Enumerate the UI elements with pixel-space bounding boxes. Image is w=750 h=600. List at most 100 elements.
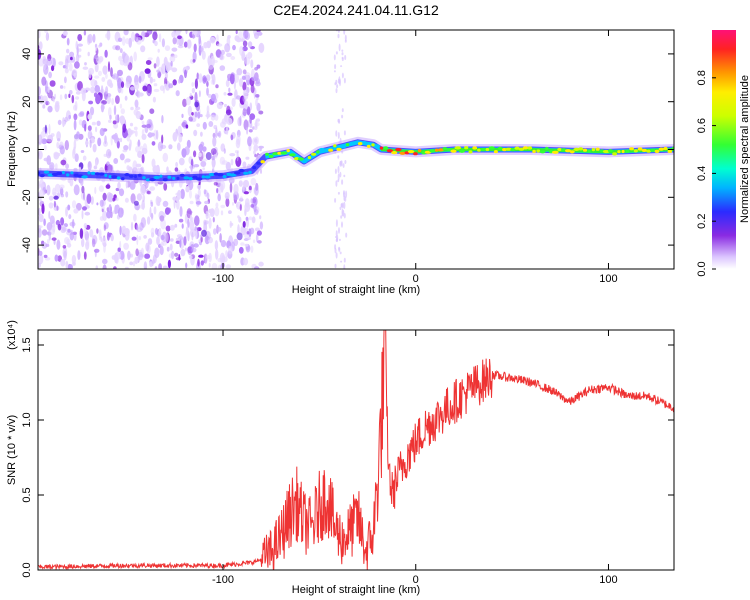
- spectrogram-noise-speckle: [248, 228, 252, 238]
- spectrogram-noise-speckle: [50, 227, 56, 235]
- spectrogram-noise-speckle: [168, 144, 173, 150]
- spectrogram-faint-speckle: [344, 55, 347, 60]
- spectrogram-noise-speckle: [92, 143, 97, 153]
- spectrogram-noise-speckle: [182, 98, 187, 108]
- spectrogram-noise-speckle: [73, 104, 77, 111]
- signal-track-blob: [539, 150, 546, 154]
- spectrogram-noise-speckle: [174, 167, 179, 172]
- spectrogram-noise-speckle: [38, 225, 43, 229]
- spectrogram-noise-speckle: [86, 193, 92, 204]
- spectrogram-noise-speckle: [64, 140, 70, 151]
- spectrogram-noise-speckle: [158, 263, 162, 269]
- spectrogram-faint-speckle: [337, 166, 340, 174]
- signal-track-blob: [128, 174, 134, 178]
- spectrogram-noise-speckle: [87, 125, 92, 132]
- signal-track-blob: [260, 160, 265, 164]
- spectrogram-noise-speckle: [252, 198, 257, 204]
- signal-track-blob: [379, 146, 384, 150]
- spectrogram-noise-speckle: [152, 96, 156, 103]
- spectrogram-noise-speckle: [78, 119, 83, 126]
- signal-track-blob: [142, 176, 146, 180]
- spectrogram-noise-speckle: [189, 200, 194, 205]
- spectrogram-noise-speckle: [200, 160, 207, 167]
- spectrogram-noise-speckle: [255, 77, 260, 85]
- spectrogram-noise-speckle: [242, 40, 248, 47]
- spectrogram-noise-speckle: [219, 53, 224, 60]
- snr-background: [38, 330, 674, 570]
- spectrogram-noise-speckle: [84, 62, 87, 66]
- signal-track-blob: [39, 174, 45, 178]
- spectrogram-noise-speckle: [56, 205, 59, 211]
- spectrogram-noise-speckle: [243, 30, 249, 40]
- spectrogram-noise-speckle: [70, 56, 73, 61]
- spectrogram-noise-speckle: [88, 100, 94, 105]
- spectrogram-noise-speckle: [59, 187, 64, 196]
- spectrogram-noise-speckle: [73, 119, 77, 131]
- spectrogram-noise-speckle: [89, 106, 95, 116]
- spectrogram-noise-speckle: [159, 215, 165, 222]
- spectrogram-noise-speckle: [220, 183, 224, 193]
- signal-track-blob: [658, 147, 664, 151]
- spectrogram-noise-speckle: [142, 85, 148, 92]
- spectrogram-noise-speckle: [98, 56, 104, 63]
- signal-track-blob: [311, 152, 317, 156]
- signal-track-blob: [248, 170, 252, 174]
- signal-track-blob: [637, 147, 643, 151]
- spectrogram-noise-speckle: [74, 153, 79, 163]
- signal-track-blob: [587, 149, 591, 153]
- spectrogram-noise-speckle: [141, 120, 145, 125]
- spectrogram-faint-speckle: [337, 78, 340, 84]
- spectrogram-noise-speckle: [250, 59, 254, 69]
- signal-track-blob: [395, 148, 402, 152]
- spectrogram-noise-speckle: [244, 233, 250, 239]
- spectrogram-noise-speckle: [94, 64, 99, 73]
- spectrogram-noise-speckle: [191, 217, 194, 223]
- spectrogram-faint-speckle: [339, 251, 342, 255]
- spectrogram-noise-speckle: [225, 126, 229, 135]
- spectrogram-noise-speckle: [94, 43, 98, 48]
- spectrogram-noise-speckle: [76, 131, 80, 139]
- spectrogram-faint-speckle: [333, 70, 336, 73]
- spectrogram-noise-speckle: [236, 232, 243, 241]
- signal-track-blob: [391, 151, 398, 155]
- spectrogram-noise-speckle: [220, 49, 225, 56]
- spectrogram-noise-speckle: [143, 235, 147, 239]
- spectrogram-noise-speckle: [141, 31, 146, 37]
- spectrogram-noise-speckle: [189, 190, 192, 199]
- spectrogram-noise-speckle: [77, 250, 81, 261]
- spectrogram-noise-speckle: [124, 159, 127, 164]
- spectrogram-noise-speckle: [51, 237, 57, 241]
- spectrogram-noise-speckle: [218, 130, 222, 138]
- spectrogram-noise-speckle: [229, 153, 236, 157]
- signal-track-blob: [633, 149, 638, 153]
- spectrogram-noise-speckle: [205, 152, 212, 160]
- signal-track-blob: [98, 172, 105, 176]
- spectrogram-noise-speckle: [156, 69, 160, 73]
- signal-track-blob: [493, 150, 498, 154]
- spectrogram-noise-speckle: [194, 193, 198, 201]
- spectrogram-faint-speckle: [337, 191, 340, 195]
- spectrogram-noise-speckle: [115, 45, 121, 51]
- spectrogram-faint-speckle: [334, 198, 337, 203]
- spectrogram-noise-speckle: [48, 195, 54, 201]
- signal-track-blob: [399, 151, 406, 155]
- signal-track-blob: [485, 147, 490, 152]
- signal-track-blob: [188, 177, 193, 181]
- signal-track-blob: [472, 146, 478, 150]
- signal-track-blob: [70, 171, 74, 175]
- spectrogram-noise-speckle: [216, 227, 222, 232]
- spectrogram-noise-speckle: [243, 238, 249, 241]
- spectrogram-noise-speckle: [62, 30, 68, 36]
- spectrogram-noise-speckle: [65, 163, 69, 169]
- spectrogram-noise-speckle: [232, 202, 234, 206]
- spectrogram-noise-speckle: [229, 237, 234, 243]
- spectrogram-noise-speckle: [151, 158, 156, 168]
- spectrogram-noise-speckle: [162, 200, 169, 207]
- spectrogram-noise-speckle: [225, 264, 232, 269]
- spectrogram-faint-speckle: [334, 64, 337, 70]
- spectrogram-noise-speckle: [175, 192, 181, 196]
- spectrogram-faint-speckle: [344, 160, 347, 164]
- spectrogram-noise-speckle: [140, 45, 146, 53]
- spectrogram-noise-speckle: [259, 221, 264, 230]
- spectrogram-noise-speckle: [210, 114, 216, 121]
